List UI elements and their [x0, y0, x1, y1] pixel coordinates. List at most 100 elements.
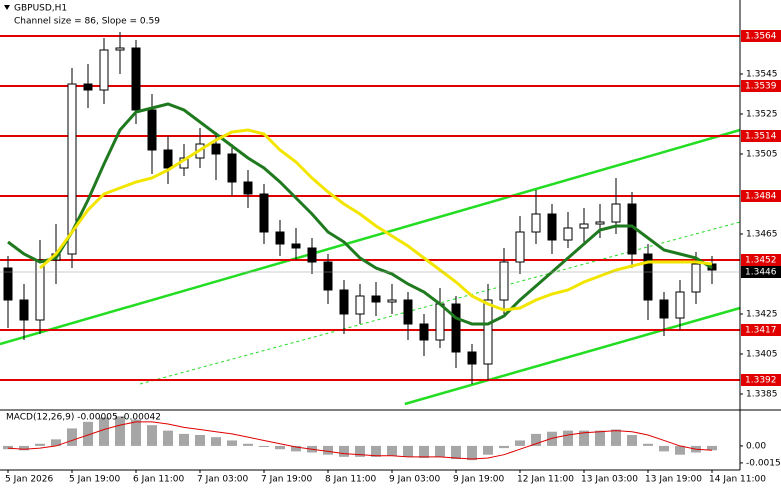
- macd-bar: [147, 425, 157, 446]
- channel-line: [0, 128, 741, 346]
- macd-bar: [83, 421, 93, 446]
- level-label-box: [741, 30, 781, 42]
- candle-body: [243, 181, 253, 195]
- candle-body: [579, 223, 589, 229]
- y-tick-label: 1.3385: [746, 390, 778, 400]
- level-label-box: [741, 190, 781, 202]
- x-tick-label: 7 Jan 03:00: [197, 475, 249, 485]
- macd-bar: [419, 445, 429, 458]
- macd-label: MACD(12,26,9) -0.00005 -0.00042: [6, 413, 161, 423]
- macd-bar: [707, 445, 717, 451]
- candle-body: [595, 221, 605, 225]
- level-label: 1.3417: [745, 326, 777, 336]
- macd-bar: [435, 445, 445, 457]
- candle-body: [339, 289, 349, 315]
- y-tick-label: 1.3525: [746, 110, 778, 120]
- candle-body: [323, 261, 333, 291]
- macd-bar: [483, 445, 493, 455]
- macd-bar: [99, 417, 109, 446]
- macd-bar: [115, 416, 125, 446]
- macd-bar: [371, 445, 381, 457]
- candle-body: [35, 259, 45, 321]
- macd-bar: [131, 419, 141, 446]
- candle-body: [83, 83, 93, 91]
- candle-body: [99, 49, 109, 91]
- x-tick-label: 5 Jan 2026: [5, 475, 53, 485]
- candle-body: [227, 153, 237, 183]
- x-tick-label: 13 Jan 19:00: [645, 475, 702, 485]
- candle-body: [483, 299, 493, 365]
- candle-body: [147, 109, 157, 151]
- moving-average: [39, 128, 713, 312]
- level-label: 1.3452: [745, 256, 777, 266]
- macd-bar: [627, 434, 637, 446]
- level-label-box: [741, 80, 781, 92]
- chart-subtitle: Channel size = 86, Slope = 0.59: [14, 17, 160, 27]
- candle-body: [563, 227, 573, 241]
- level-label-box: [741, 324, 781, 336]
- candle-body: [643, 253, 653, 301]
- level-label: 1.3514: [745, 132, 777, 142]
- candle-body: [275, 231, 285, 245]
- macd-bar: [259, 445, 269, 448]
- candle-body: [467, 351, 477, 365]
- x-tick-label: 12 Jan 11:00: [517, 475, 574, 485]
- candle-body: [515, 231, 525, 263]
- macd-bar: [227, 440, 237, 446]
- x-tick-label: 9 Jan 03:00: [389, 475, 441, 485]
- candle-body: [675, 291, 685, 319]
- macd-bar: [403, 445, 413, 457]
- candle-body: [163, 149, 173, 169]
- macd-bar: [19, 445, 29, 451]
- x-tick-label: 9 Jan 19:00: [453, 475, 505, 485]
- macd-bar: [67, 428, 77, 446]
- level-label-box: [741, 130, 781, 142]
- candle-body: [307, 247, 317, 263]
- macd-bar: [563, 430, 573, 446]
- candle-body: [355, 295, 365, 315]
- candle-body: [531, 213, 541, 233]
- macd-bar: [659, 445, 669, 452]
- candle-body: [211, 143, 221, 155]
- x-tick-label: 6 Jan 11:00: [133, 475, 185, 485]
- candle-body: [547, 213, 557, 241]
- macd-bar: [595, 430, 605, 446]
- level-label: 1.3539: [745, 82, 777, 92]
- chart-title: GBPUSD,H1: [14, 4, 67, 14]
- macd-signal-line: [7, 421, 713, 460]
- macd-bar: [675, 445, 685, 455]
- moving-average: [7, 102, 713, 326]
- y-tick-label: 1.3465: [746, 230, 778, 240]
- level-label-box: [741, 374, 781, 386]
- candle-body: [259, 193, 269, 233]
- macd-bar: [451, 445, 461, 460]
- candle-body: [499, 261, 509, 301]
- candle-body: [371, 295, 381, 303]
- candle-body: [659, 299, 669, 319]
- plot-layer: [0, 32, 741, 461]
- x-tick-label: 13 Jan 03:00: [581, 475, 638, 485]
- candle-body: [115, 47, 125, 51]
- macd-bar: [499, 445, 509, 449]
- level-label: 1.3484: [745, 192, 777, 202]
- candle-body: [403, 299, 413, 325]
- macd-bar: [515, 440, 525, 446]
- candle-body: [387, 299, 397, 303]
- macd-bar: [35, 443, 45, 446]
- candle-body: [419, 323, 429, 341]
- x-tick-label: 7 Jan 19:00: [261, 475, 313, 485]
- macd-bar: [547, 431, 557, 446]
- candle-body: [691, 263, 701, 293]
- channel-line: [404, 306, 741, 406]
- macd-bar: [51, 439, 61, 446]
- macd-bar: [3, 445, 13, 450]
- macd-bar: [179, 433, 189, 446]
- macd-bar: [531, 433, 541, 446]
- y-tick-label: 1.3405: [746, 350, 778, 360]
- candle-body: [611, 203, 621, 223]
- macd-bar: [611, 429, 621, 446]
- macd-bar: [579, 430, 589, 446]
- y-tick-label: 1.3425: [746, 310, 778, 320]
